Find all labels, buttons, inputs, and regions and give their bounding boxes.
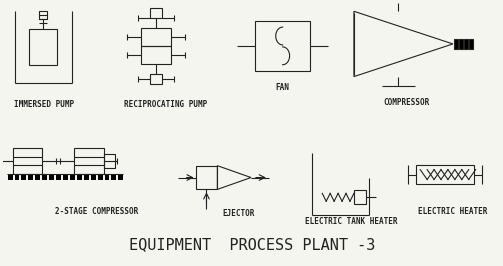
Bar xyxy=(70,174,75,180)
Bar xyxy=(354,190,366,204)
Bar xyxy=(141,46,171,64)
Bar xyxy=(104,154,115,168)
Bar xyxy=(255,21,310,71)
Bar xyxy=(112,174,116,180)
Text: 2-STAGE COMPRESSOR: 2-STAGE COMPRESSOR xyxy=(55,207,138,216)
Bar xyxy=(42,174,47,180)
Bar xyxy=(105,174,110,180)
Text: IMMERSED PUMP: IMMERSED PUMP xyxy=(14,100,74,109)
Bar xyxy=(84,174,89,180)
Text: EJECTOR: EJECTOR xyxy=(222,209,255,218)
Bar xyxy=(74,148,104,174)
Bar xyxy=(91,174,96,180)
Bar xyxy=(15,174,20,180)
Bar xyxy=(8,174,13,180)
Text: ELECTRIC HEATER: ELECTRIC HEATER xyxy=(418,207,487,216)
Text: ELECTRIC TANK HEATER: ELECTRIC TANK HEATER xyxy=(305,217,397,226)
Bar xyxy=(416,165,474,184)
Bar xyxy=(39,11,47,19)
Bar xyxy=(150,74,162,84)
Bar xyxy=(118,174,123,180)
Bar xyxy=(454,39,458,49)
Bar xyxy=(464,39,468,49)
Bar xyxy=(469,39,473,49)
Bar xyxy=(35,174,40,180)
Bar xyxy=(28,174,33,180)
Text: FAN: FAN xyxy=(276,82,290,92)
Bar xyxy=(141,28,171,46)
Text: EQUIPMENT  PROCESS PLANT -3: EQUIPMENT PROCESS PLANT -3 xyxy=(129,237,375,252)
Bar xyxy=(77,174,82,180)
Text: COMPRESSOR: COMPRESSOR xyxy=(383,98,430,107)
Bar xyxy=(29,29,57,65)
Bar xyxy=(49,174,54,180)
Bar xyxy=(22,174,26,180)
Bar xyxy=(13,148,42,174)
Bar xyxy=(63,174,68,180)
Bar xyxy=(459,39,463,49)
Bar xyxy=(150,8,162,18)
Bar xyxy=(98,174,103,180)
Text: RECIPROCATING PUMP: RECIPROCATING PUMP xyxy=(124,100,208,109)
Bar xyxy=(56,174,61,180)
Bar xyxy=(196,166,217,189)
